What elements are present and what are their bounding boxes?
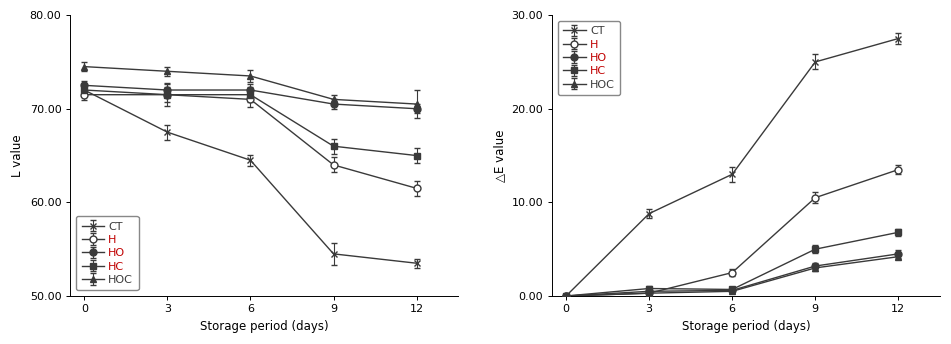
X-axis label: Storage period (days): Storage period (days) (682, 320, 810, 333)
X-axis label: Storage period (days): Storage period (days) (200, 320, 329, 333)
Y-axis label: △E value: △E value (493, 129, 506, 182)
Legend: CT, H, HO, HC, HOC: CT, H, HO, HC, HOC (557, 21, 620, 95)
Legend: CT, H, HO, HC, HOC: CT, H, HO, HC, HOC (76, 216, 139, 290)
Y-axis label: L value: L value (11, 134, 24, 177)
